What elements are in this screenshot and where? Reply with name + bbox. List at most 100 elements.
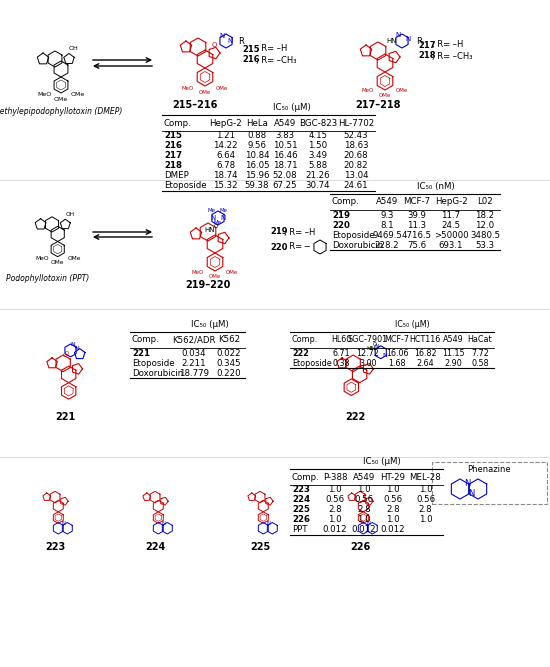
Polygon shape	[143, 493, 151, 500]
Text: 220: 220	[270, 243, 288, 251]
Text: HN: HN	[367, 346, 376, 351]
Text: MeO: MeO	[192, 269, 204, 275]
Polygon shape	[346, 355, 360, 372]
Polygon shape	[73, 364, 82, 374]
Polygon shape	[197, 68, 213, 86]
Polygon shape	[62, 383, 76, 400]
Text: A549: A549	[274, 119, 296, 127]
Text: Comp.: Comp.	[164, 119, 192, 127]
Polygon shape	[64, 53, 74, 63]
Polygon shape	[355, 492, 365, 503]
Text: 6.71: 6.71	[332, 348, 350, 358]
Text: 0.220: 0.220	[217, 368, 241, 378]
Text: 3.49: 3.49	[309, 151, 327, 161]
Text: 217–218: 217–218	[355, 100, 401, 110]
Text: 24.61: 24.61	[344, 181, 368, 191]
Polygon shape	[258, 500, 268, 512]
Text: 15.96: 15.96	[245, 171, 270, 181]
Text: Comp.: Comp.	[292, 472, 320, 482]
Text: Me: Me	[208, 208, 216, 213]
Polygon shape	[370, 42, 386, 60]
Text: 4716.5: 4716.5	[402, 231, 432, 239]
Polygon shape	[258, 512, 268, 524]
Text: 2.8: 2.8	[419, 506, 432, 514]
Polygon shape	[200, 223, 216, 241]
Text: , R= –CH₃: , R= –CH₃	[256, 55, 296, 65]
Text: HepG-2: HepG-2	[434, 197, 468, 207]
Text: N: N	[266, 521, 270, 526]
Text: MeO: MeO	[182, 85, 194, 91]
Polygon shape	[267, 522, 277, 534]
Text: 0.88: 0.88	[248, 131, 267, 141]
Text: N: N	[468, 490, 474, 498]
Text: 5.88: 5.88	[309, 161, 328, 171]
Polygon shape	[248, 493, 256, 500]
Text: 219–220: 219–220	[185, 280, 230, 290]
Polygon shape	[161, 498, 168, 505]
Polygon shape	[51, 241, 64, 257]
Text: 7.72: 7.72	[471, 348, 489, 358]
Text: 53.3: 53.3	[475, 241, 494, 249]
Polygon shape	[46, 217, 59, 232]
Polygon shape	[53, 500, 63, 512]
Text: DMEP: DMEP	[164, 171, 189, 181]
Polygon shape	[56, 355, 70, 372]
Text: 11.7: 11.7	[442, 211, 460, 219]
Text: 0.56: 0.56	[354, 496, 373, 504]
Text: 223: 223	[45, 542, 65, 552]
Text: N: N	[161, 521, 165, 526]
Text: >50000: >50000	[434, 231, 468, 239]
Text: 3.83: 3.83	[276, 131, 295, 141]
Text: N: N	[70, 342, 75, 348]
Text: 215–216: 215–216	[172, 100, 218, 110]
Text: N: N	[61, 521, 65, 526]
Polygon shape	[396, 34, 408, 48]
Text: 0.56: 0.56	[326, 496, 344, 504]
Text: 1.0: 1.0	[357, 516, 371, 524]
Text: 2.90: 2.90	[444, 358, 462, 368]
Text: N: N	[221, 215, 225, 221]
Polygon shape	[358, 512, 368, 524]
Text: L02: L02	[477, 197, 493, 207]
Text: O: O	[373, 342, 377, 348]
Text: 224: 224	[292, 496, 310, 504]
Text: 226: 226	[350, 542, 370, 552]
Polygon shape	[162, 522, 172, 534]
Text: 215: 215	[164, 131, 182, 141]
Polygon shape	[74, 349, 85, 359]
Text: 9.3: 9.3	[380, 211, 394, 219]
Text: Doxorubicin: Doxorubicin	[332, 241, 383, 249]
Text: 2.64: 2.64	[416, 358, 434, 368]
Polygon shape	[54, 77, 68, 93]
Text: MCF-7: MCF-7	[384, 336, 410, 344]
Text: A549: A549	[353, 472, 375, 482]
Text: 216: 216	[164, 141, 182, 151]
Text: 12.0: 12.0	[475, 221, 494, 229]
Polygon shape	[43, 493, 51, 500]
Text: 219: 219	[332, 211, 350, 219]
Text: 3480.5: 3480.5	[470, 231, 500, 239]
Text: Etoposide: Etoposide	[332, 231, 375, 239]
Text: 1.0: 1.0	[419, 516, 432, 524]
Text: 226: 226	[292, 516, 310, 524]
Text: IC₅₀ (nM): IC₅₀ (nM)	[417, 182, 455, 191]
Text: 1.0: 1.0	[386, 516, 400, 524]
Text: 0.345: 0.345	[217, 358, 241, 368]
Text: 221: 221	[132, 348, 150, 358]
Text: 13.04: 13.04	[344, 171, 368, 181]
Text: 222: 222	[292, 348, 309, 358]
Polygon shape	[358, 522, 368, 534]
Text: 10.84: 10.84	[245, 151, 270, 161]
Text: N: N	[464, 480, 470, 488]
Text: O: O	[214, 225, 218, 229]
Text: N: N	[210, 215, 216, 221]
Text: Comp.: Comp.	[292, 336, 318, 344]
Text: 228.2: 228.2	[375, 241, 399, 249]
Text: Comp.: Comp.	[132, 336, 160, 344]
Text: HN: HN	[205, 227, 215, 233]
Text: 9469.5: 9469.5	[372, 231, 402, 239]
Text: , R= –H: , R= –H	[256, 45, 287, 53]
Text: MeO: MeO	[38, 93, 52, 97]
Text: O: O	[211, 42, 217, 48]
Text: Etoposide: Etoposide	[292, 358, 332, 368]
